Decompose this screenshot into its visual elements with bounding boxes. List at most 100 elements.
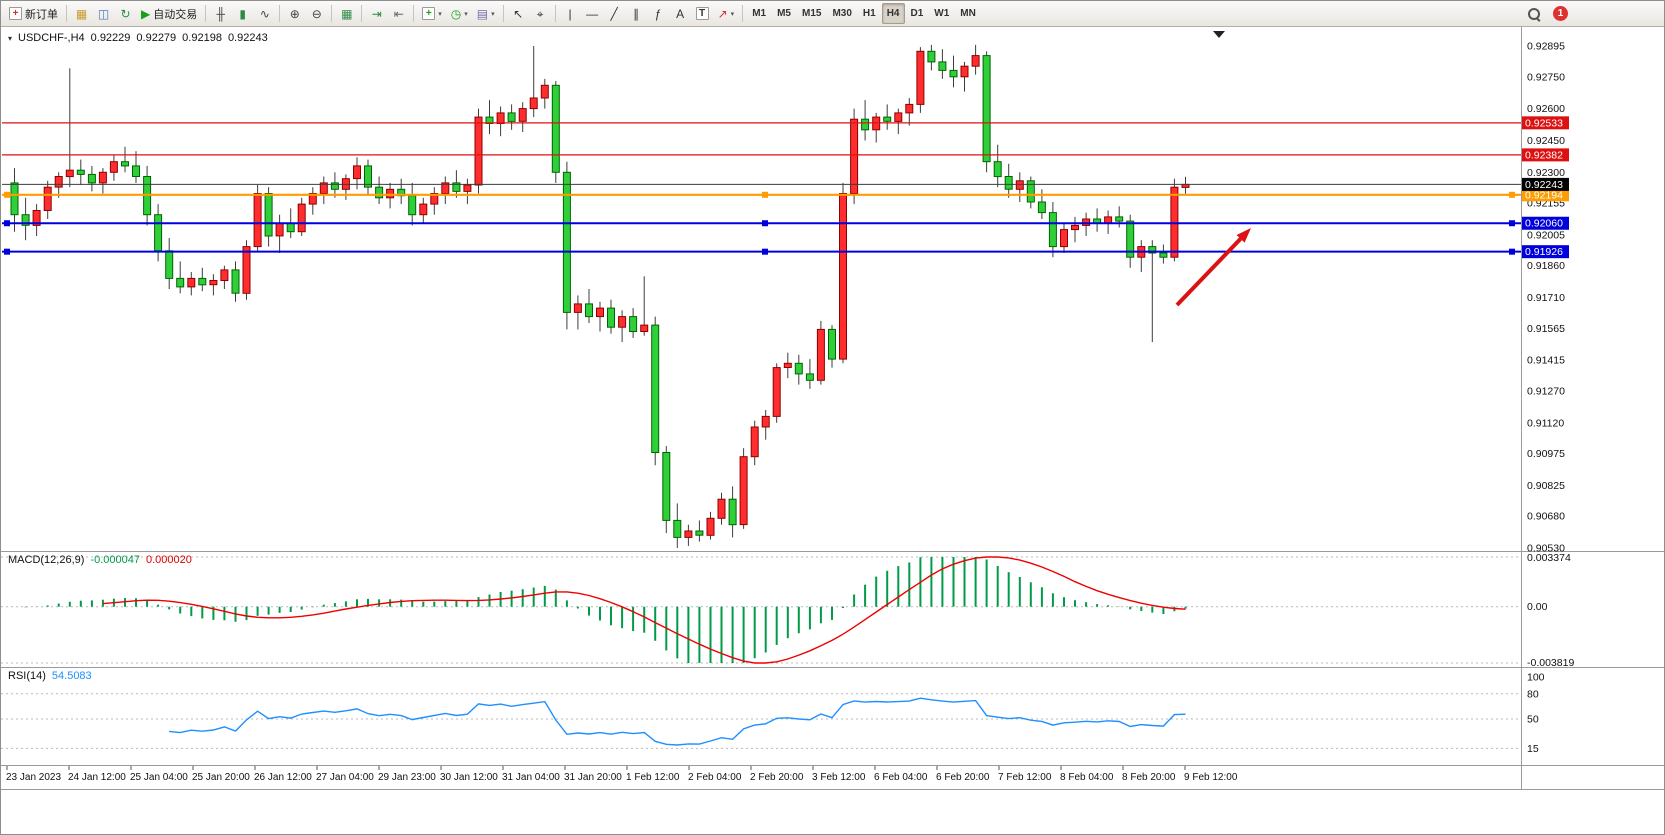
new-order-icon: + [9, 7, 22, 20]
timeframe-m5-button[interactable]: M5 [772, 3, 796, 24]
search-button[interactable] [1523, 3, 1545, 24]
arrows-button[interactable]: ↗ ▾ [714, 3, 739, 24]
chart-shift-button[interactable]: ⇤ [388, 3, 409, 24]
timeframe-m1-button[interactable]: M1 [747, 3, 771, 24]
bull-candle [43, 186, 52, 211]
autotrading-button[interactable]: ▶ 自动交易 [137, 3, 201, 24]
bull-candle [463, 184, 472, 192]
bull-candle [319, 182, 328, 194]
macd-axis-zero: 0.00 [1527, 601, 1548, 613]
line-anchor-handle[interactable] [4, 191, 10, 198]
bull-candle [772, 367, 781, 417]
line-chart-button[interactable]: ∿ [254, 3, 275, 24]
refresh-button[interactable]: ↻ [115, 3, 136, 24]
line-anchor-handle[interactable] [1509, 248, 1515, 255]
bear-candle [1159, 252, 1168, 258]
vertical-line-button[interactable]: | [560, 3, 581, 24]
line-anchor-handle[interactable] [1509, 191, 1515, 198]
price-badge-label: 0.92194 [1525, 189, 1563, 201]
equidistant-channel-button[interactable]: ∥ [626, 3, 647, 24]
candlestick-button[interactable]: ▮ [232, 3, 253, 24]
zoom-in-button[interactable]: ⊕ [284, 3, 305, 24]
bear-candle [76, 169, 85, 175]
timeframe-m30-button[interactable]: M30 [827, 3, 856, 24]
timeframe-h1-button[interactable]: H1 [858, 3, 881, 24]
line-anchor-handle[interactable] [762, 220, 768, 227]
crosshair-icon: ⌖ [536, 6, 544, 21]
bear-candle [507, 112, 516, 122]
timeframe-mn-button[interactable]: MN [955, 3, 981, 24]
fibonacci-button[interactable]: ƒ [648, 3, 669, 24]
horizontal-line-button[interactable]: — [582, 3, 603, 24]
line-anchor-handle[interactable] [4, 220, 10, 227]
line-anchor-handle[interactable] [1509, 220, 1515, 227]
text-icon: A [676, 6, 685, 21]
bar-chart-button[interactable]: ╫ [210, 3, 231, 24]
timeframe-d1-button-label: D1 [910, 8, 924, 19]
bear-candle [927, 50, 936, 63]
time-axis-label: 2 Feb 20:00 [750, 772, 804, 783]
crosshair-button[interactable]: ⌖ [530, 3, 551, 24]
bull-candle [706, 517, 715, 536]
price-badge-label: 0.92060 [1525, 218, 1563, 230]
timeframe-d1-button[interactable]: D1 [906, 3, 929, 24]
indicators-icon: + [422, 7, 436, 20]
fibonacci-icon: ƒ [654, 6, 662, 21]
bear-candle [861, 118, 870, 131]
text-button[interactable]: A [670, 3, 691, 24]
bear-candle [264, 193, 273, 237]
time-axis-label: 2 Feb 04:00 [688, 772, 742, 783]
timeframe-w1-button[interactable]: W1 [929, 3, 954, 24]
new-order-button[interactable]: + 新订单 [5, 3, 62, 24]
label-button[interactable]: T [692, 3, 713, 24]
bear-candle [286, 222, 295, 233]
arrow-object-head[interactable] [1236, 228, 1251, 243]
line-chart-icon: ∿ [259, 6, 270, 21]
current-price-badge-label: 0.92243 [1525, 179, 1563, 191]
price-axis-label: 0.91710 [1527, 292, 1565, 304]
chart-symbol: USDCHF-,H4 [18, 32, 85, 44]
bull-candle [739, 456, 748, 526]
bull-candle [1170, 186, 1179, 258]
line-anchor-handle[interactable] [762, 248, 768, 255]
price-axis-label: 0.91860 [1527, 260, 1565, 272]
price-badge [1522, 245, 1569, 259]
timeframe-m15-button[interactable]: M15 [797, 3, 826, 24]
bull-candle [640, 324, 649, 333]
price-badge [1522, 216, 1569, 230]
profiles-button[interactable]: ◫ [93, 3, 114, 24]
bear-candle [330, 182, 339, 190]
bear-candle [662, 452, 671, 521]
cursor-button[interactable]: ↖ [508, 3, 529, 24]
arrow-object-shaft[interactable] [1175, 237, 1243, 307]
price-axis-label: 0.90530 [1527, 543, 1565, 555]
collapse-chart-icon[interactable]: ▾ [8, 33, 13, 43]
bull-candle [474, 116, 483, 186]
bear-candle [728, 498, 737, 526]
notification-badge[interactable]: 1 [1553, 6, 1568, 21]
rsi-name: RSI(14) [8, 670, 46, 682]
auto-scroll-button[interactable]: ⇥ [366, 3, 387, 24]
periods-button[interactable]: ◷ ▾ [447, 3, 472, 24]
macd-signal-line [102, 556, 1186, 664]
bull-candle [1082, 218, 1091, 226]
charts-button[interactable]: ▦ [71, 3, 92, 24]
line-anchor-handle[interactable] [762, 191, 768, 198]
bull-candle [253, 193, 262, 248]
bear-candle [10, 182, 19, 216]
timeframe-h4-button[interactable]: H4 [881, 3, 905, 24]
toolbar-items: + 新订单 ▦ ◫ ↻ ▶ 自动交易 ╫ ▮ ∿ ⊕ ⊖ ▦ ⇥ ⇤ + ▾ ◷ ▾ ▤ ▾ ↖ ⌖ | — ╱ ∥ ƒ A T ↗ ▾ M1 M… [5, 3, 981, 24]
bull-candle [1015, 180, 1024, 190]
time-axis-label: 25 Jan 04:00 [130, 772, 188, 783]
toolbar-separator [66, 5, 67, 22]
rsi-axis-label: 80 [1527, 688, 1539, 700]
line-anchor-handle[interactable] [4, 248, 10, 255]
trendline-button[interactable]: ╱ [604, 3, 625, 24]
indicators-button[interactable]: + ▾ [418, 3, 446, 24]
templates-button[interactable]: ▤ ▾ [473, 3, 499, 24]
tile-windows-button[interactable]: ▦ [336, 3, 357, 24]
toolbar-separator [279, 5, 281, 22]
zoom-out-button[interactable]: ⊖ [306, 3, 327, 24]
bar-close-value: 0.92243 [227, 32, 268, 44]
